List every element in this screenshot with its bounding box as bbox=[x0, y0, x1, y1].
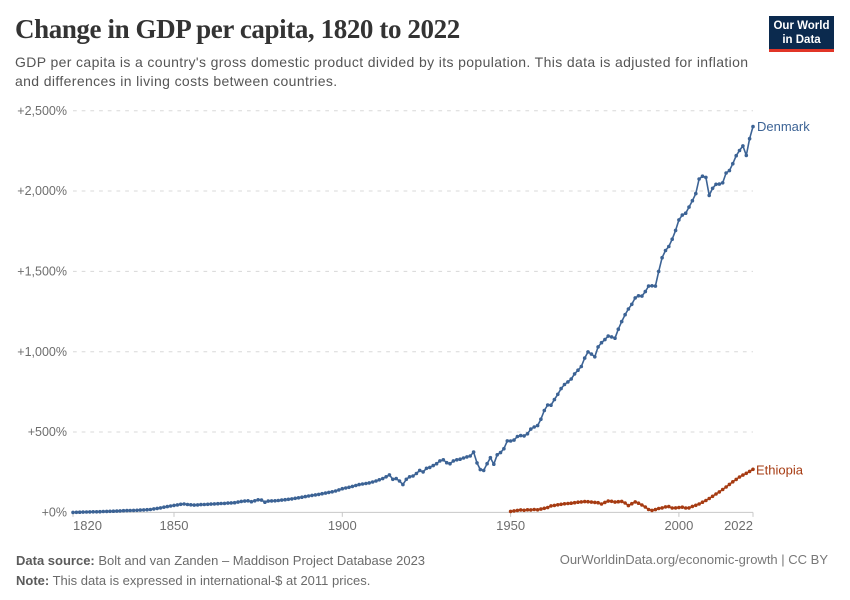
svg-text:+2,500%: +2,500% bbox=[17, 104, 67, 118]
svg-text:+1,000%: +1,000% bbox=[17, 345, 67, 359]
svg-text:+500%: +500% bbox=[28, 425, 67, 439]
svg-text:1950: 1950 bbox=[496, 518, 525, 533]
svg-text:1900: 1900 bbox=[328, 518, 357, 533]
svg-text:1850: 1850 bbox=[160, 518, 189, 533]
svg-text:Denmark: Denmark bbox=[757, 119, 810, 134]
svg-text:2022: 2022 bbox=[724, 518, 753, 533]
svg-text:2000: 2000 bbox=[664, 518, 693, 533]
svg-text:+2,000%: +2,000% bbox=[17, 184, 67, 198]
svg-text:+1,500%: +1,500% bbox=[17, 265, 67, 279]
svg-text:1820: 1820 bbox=[73, 518, 102, 533]
svg-text:+0%: +0% bbox=[42, 506, 67, 520]
svg-text:Ethiopia: Ethiopia bbox=[756, 463, 804, 478]
